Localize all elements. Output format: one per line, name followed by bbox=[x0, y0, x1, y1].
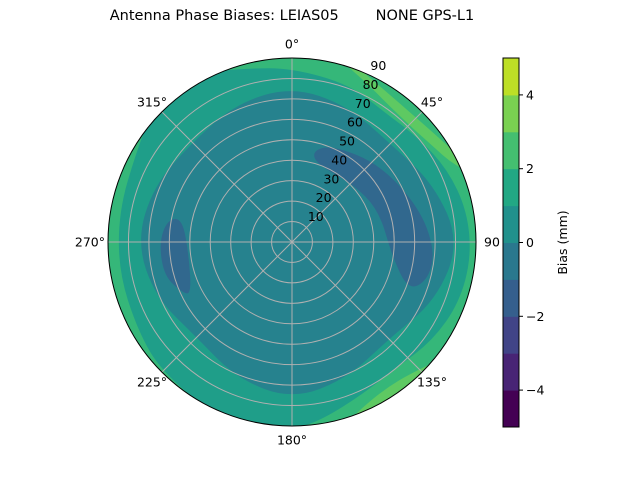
theta-tick-label: 270° bbox=[75, 235, 105, 250]
contour-region-5 bbox=[314, 147, 433, 287]
polar-frame bbox=[107, 57, 477, 427]
r-tick-label: 50 bbox=[339, 134, 355, 149]
theta-tick-label: 315° bbox=[137, 94, 167, 109]
theta-tick-label: 225° bbox=[137, 375, 167, 390]
colorbar-band-0-1 bbox=[503, 205, 519, 243]
chart-title: Antenna Phase Biases: LEIAS05 NONE GPS-L… bbox=[109, 8, 475, 24]
colorbar: 4 2 0 −2 −4 Bias (mm) bbox=[502, 57, 570, 428]
colorbar-band-2-3 bbox=[503, 131, 519, 170]
r-tick-label: 60 bbox=[347, 115, 363, 130]
r-tick-label: 20 bbox=[316, 190, 332, 205]
colorbar-band-3-4 bbox=[503, 94, 519, 133]
colorbar-tick-label: −4 bbox=[526, 383, 544, 398]
colorbar-band--3--2 bbox=[503, 316, 519, 354]
grid-spoke-135 bbox=[291, 241, 423, 373]
theta-tick-label: 45° bbox=[421, 94, 443, 109]
r-tick-label: 10 bbox=[308, 209, 324, 224]
theta-tick-label: 90 bbox=[484, 235, 500, 250]
colorbar-band-1-2 bbox=[503, 168, 519, 207]
theta-tick-label: 135° bbox=[417, 375, 447, 390]
colorbar-tick-label: 0 bbox=[526, 235, 534, 250]
colorbar-band--4--3 bbox=[503, 353, 519, 391]
grid-spoke-315 bbox=[161, 111, 293, 243]
axis-labels: 0° 45° 90 135° 180° 225° 270° 315° 10 20 30 40 50 60 7… bbox=[75, 37, 500, 448]
r-tick-label: 80 bbox=[363, 77, 379, 92]
r-tick-label: 40 bbox=[331, 152, 347, 167]
r-tick-label: 70 bbox=[355, 96, 371, 111]
colorbar-tick-label: 4 bbox=[526, 87, 534, 102]
colorbar-band--1-0 bbox=[503, 242, 519, 280]
theta-tick-label: 180° bbox=[277, 433, 307, 448]
colorbar-label: Bias (mm) bbox=[555, 210, 570, 274]
colorbar-band-4-5 bbox=[503, 58, 519, 96]
polar-grid bbox=[108, 58, 476, 426]
contour-region-1 bbox=[333, 58, 474, 173]
colorbar-tick-label: 2 bbox=[526, 161, 534, 176]
grid-spoke-45 bbox=[291, 111, 423, 243]
colorbar-band--2--1 bbox=[503, 279, 519, 317]
grid-spoke-225 bbox=[161, 241, 293, 373]
colorbar-tick-label: −2 bbox=[526, 309, 544, 324]
contour-region-6 bbox=[160, 219, 191, 294]
r-tick-label: 90 bbox=[370, 58, 386, 73]
r-tick-label: 30 bbox=[323, 171, 339, 186]
colorbar-band--5--4 bbox=[503, 390, 519, 428]
theta-tick-label: 0° bbox=[285, 37, 299, 52]
